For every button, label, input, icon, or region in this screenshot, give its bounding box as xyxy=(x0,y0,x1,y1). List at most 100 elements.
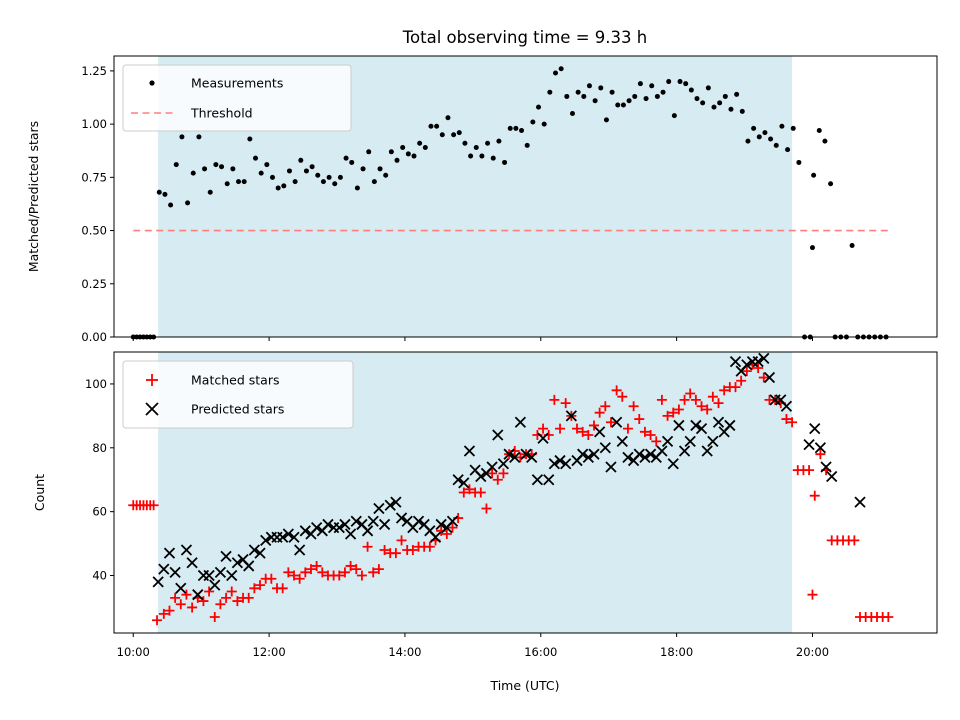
x-axis-label: Time (UTC) xyxy=(489,678,559,693)
predicted-star-point xyxy=(605,461,617,473)
measurement-point xyxy=(253,155,259,161)
measurement-point xyxy=(762,130,768,136)
predicted-star-point xyxy=(395,512,408,524)
predicted-star-point xyxy=(282,528,294,540)
matched-star-point xyxy=(351,564,362,575)
measurement-point xyxy=(269,174,275,180)
measurement-point xyxy=(468,153,474,159)
matched-star-point xyxy=(356,570,367,581)
matched-star-point xyxy=(753,362,764,373)
matched-star-point xyxy=(696,401,707,412)
predicted-star-point xyxy=(599,442,611,454)
measurement-point xyxy=(809,245,815,251)
predicted-star-point xyxy=(554,454,566,467)
predicted-star-point xyxy=(526,451,538,464)
bottom-y-ticks: 40 60 80 100 xyxy=(85,377,114,583)
matched-star-point xyxy=(628,401,639,412)
measurement-point xyxy=(632,93,638,99)
measurement-point xyxy=(654,93,660,99)
measurement-point xyxy=(320,179,326,185)
y-tick-label: 40 xyxy=(92,569,107,583)
matched-star-point xyxy=(300,567,311,578)
matched-star-point xyxy=(464,484,475,495)
measurement-point xyxy=(337,174,343,180)
predicted-star-point xyxy=(639,451,651,464)
measurement-point xyxy=(434,123,440,129)
predicted-star-point xyxy=(209,579,221,591)
measurement-point xyxy=(790,125,796,131)
predicted-star-point xyxy=(656,445,668,457)
measurement-point xyxy=(417,140,423,146)
matched-stars-points xyxy=(128,359,894,626)
measurement-point xyxy=(683,81,689,87)
measurement-point xyxy=(241,179,247,185)
matched-star-point xyxy=(277,583,288,594)
matched-star-point xyxy=(622,423,633,434)
matched-star-point xyxy=(577,426,588,437)
legend-threshold-label: Threshold xyxy=(190,106,253,121)
predicted-star-point xyxy=(169,566,181,578)
predicted-star-point xyxy=(452,474,464,486)
measurement-point xyxy=(315,172,321,178)
measurement-point xyxy=(371,179,377,185)
predicted-star-point xyxy=(497,458,510,470)
matched-star-point xyxy=(243,592,254,603)
predicted-star-point xyxy=(254,547,266,559)
measurement-point xyxy=(615,102,621,108)
y-tick-label: 1.00 xyxy=(81,117,107,131)
matched-star-point xyxy=(645,430,656,441)
measurement-point xyxy=(564,93,570,99)
measurement-point xyxy=(445,115,451,121)
measurement-point xyxy=(400,145,406,151)
bottom-legend-box xyxy=(122,360,354,429)
y-tick-label: 100 xyxy=(85,377,107,391)
measurement-point xyxy=(405,151,411,157)
matched-star-point xyxy=(611,385,622,396)
predicted-star-point xyxy=(588,448,600,460)
matched-star-point xyxy=(707,391,718,402)
matched-star-point xyxy=(736,375,747,386)
predicted-star-point xyxy=(384,499,396,511)
predicted-star-point xyxy=(192,589,204,601)
matched-star-point xyxy=(221,592,232,603)
matched-star-point xyxy=(152,615,163,626)
measurement-point xyxy=(722,93,728,99)
predicted-star-point xyxy=(203,569,215,582)
predicted-star-point xyxy=(622,451,634,464)
matched-star-point xyxy=(175,599,186,610)
matched-star-point xyxy=(781,414,792,425)
measurement-point xyxy=(456,130,462,136)
matched-star-point xyxy=(713,398,724,409)
matched-star-point xyxy=(249,583,260,594)
predicted-star-point xyxy=(610,416,623,428)
predicted-star-point xyxy=(458,477,470,489)
predicted-star-point xyxy=(661,435,674,448)
measurement-point xyxy=(179,134,185,140)
measurement-point xyxy=(519,128,525,134)
matched-star-point xyxy=(441,529,452,540)
measurement-point xyxy=(822,138,828,144)
matched-star-point xyxy=(668,407,679,418)
measurement-point xyxy=(394,157,400,163)
predicted-star-point xyxy=(333,521,345,534)
matched-star-point xyxy=(656,394,667,405)
matched-star-point xyxy=(334,570,345,581)
top-y-axis-label: Matched/Predicted stars xyxy=(26,121,41,272)
predicted-star-point xyxy=(582,451,594,464)
predicted-star-point xyxy=(854,496,866,508)
measurement-point xyxy=(751,125,757,131)
predicted-star-point xyxy=(243,560,255,572)
bottom-panel: 40 60 80 100 10:00 12:00 14:00 16:00 18:00 20:00… xyxy=(32,351,938,693)
measurement-point xyxy=(502,159,508,165)
predicted-star-point xyxy=(492,429,504,441)
matched-star-point xyxy=(487,468,498,479)
predicted-star-point xyxy=(684,435,696,448)
matched-star-point xyxy=(232,596,243,607)
predicted-star-point xyxy=(667,458,679,470)
matched-star-point xyxy=(685,388,696,399)
predicted-star-point xyxy=(531,474,544,486)
matched-star-point xyxy=(498,468,509,479)
measurement-point xyxy=(202,166,208,172)
predicted-star-point xyxy=(361,525,374,537)
measurement-point xyxy=(547,89,553,95)
